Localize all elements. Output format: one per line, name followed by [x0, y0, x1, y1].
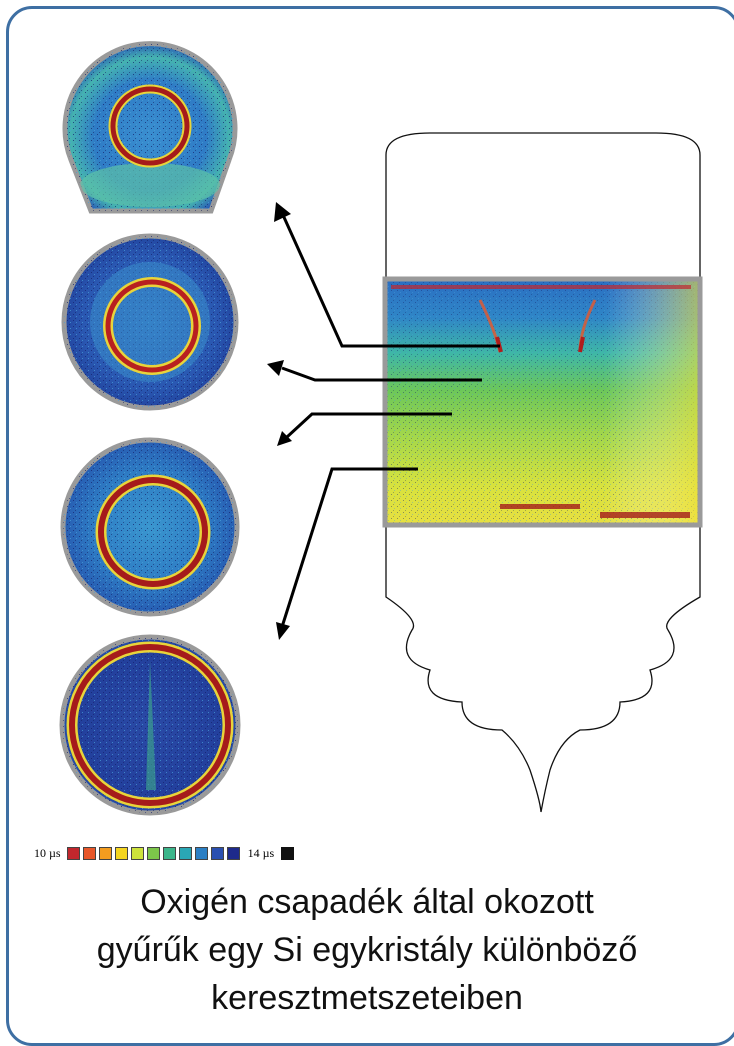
legend-swatch: [130, 846, 144, 860]
precipitate-ring-3: [98, 477, 208, 587]
legend-swatch: [210, 846, 224, 860]
wafer-map-1: [62, 41, 238, 214]
precipitate-ring-1: [110, 86, 190, 166]
arrow-to-wafer-2: [281, 366, 482, 382]
figure-caption: Oxigén csapadék által okozott gyűrűk egy…: [20, 878, 714, 1022]
arrow-heads: [267, 202, 292, 640]
caption-line-3: keresztmetszeteiben: [211, 979, 523, 1017]
arrow-to-wafer-1: [281, 214, 500, 348]
precipitate-ring-2: [105, 279, 199, 373]
legend-swatch: [114, 846, 128, 860]
legend-swatch: [178, 846, 192, 860]
arrow-to-wafer-4: [280, 467, 418, 628]
legend-swatch: [82, 846, 96, 860]
legend-black-swatch: [281, 846, 295, 860]
section-arrows: [280, 214, 500, 628]
legend-min-label: 10 µs: [34, 845, 61, 860]
caption-line-2: gyűrűk egy Si egykristály különböző: [96, 931, 638, 969]
wafer-map-4: [59, 634, 241, 816]
lifetime-scale-legend: 10 µs 14 µs: [34, 844, 295, 862]
legend-max-label: 14 µs: [247, 845, 275, 860]
caption-line-1: Oxigén csapadék által okozott: [140, 883, 594, 921]
wafer-map-2: [61, 233, 239, 411]
legend-swatch: [162, 846, 176, 860]
arrow-to-wafer-3: [285, 412, 452, 439]
legend-swatch: [194, 846, 208, 860]
wafer-map-3: [60, 437, 240, 617]
legend-swatch: [66, 846, 80, 860]
precipitate-ring-4: [69, 644, 231, 806]
crystal-ingot-outline: [385, 132, 701, 813]
legend-swatch: [226, 846, 240, 860]
legend-swatch: [98, 846, 112, 860]
crystal-lifetime-map: [382, 276, 703, 528]
legend-swatch: [146, 846, 160, 860]
